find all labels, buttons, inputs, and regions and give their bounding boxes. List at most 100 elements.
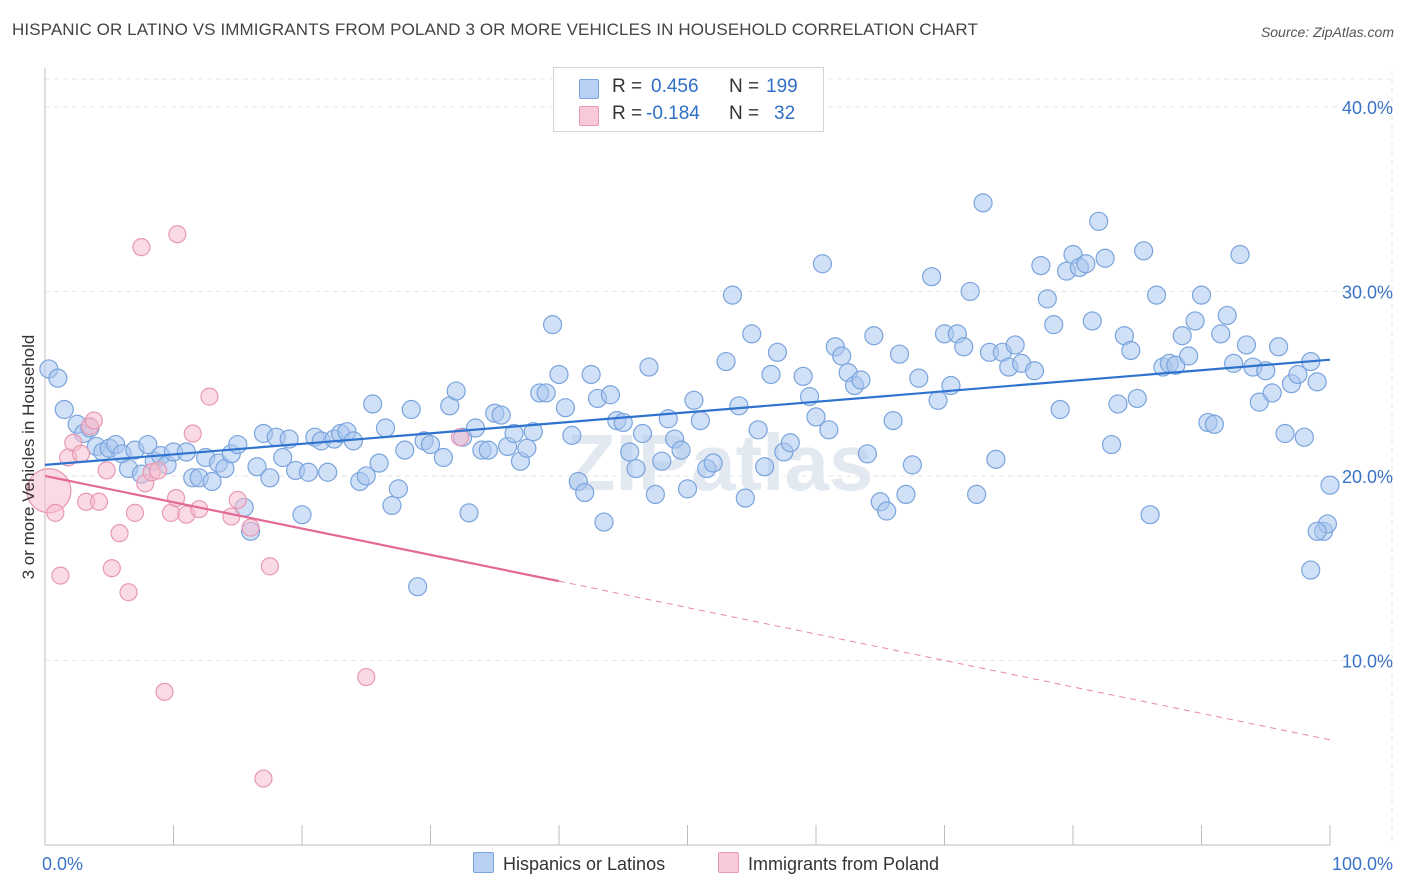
- data-point: [491, 405, 511, 425]
- data-point: [1185, 311, 1205, 331]
- data-point: [761, 364, 781, 385]
- data-point: [478, 440, 498, 460]
- data-point: [812, 254, 833, 274]
- source-label: Source: ZipAtlas.com: [1260, 24, 1394, 40]
- data-point: [909, 368, 929, 388]
- data-point: [125, 503, 145, 522]
- data-point: [241, 518, 260, 537]
- data-point: [1320, 475, 1340, 495]
- data-point: [722, 285, 743, 305]
- data-point: [97, 461, 116, 480]
- data-point: [363, 394, 383, 414]
- data-point: [183, 424, 202, 443]
- data-point: [1089, 211, 1109, 231]
- r-value: 0.456: [651, 76, 699, 97]
- data-point: [401, 399, 421, 420]
- data-point: [851, 370, 871, 390]
- data-point: [260, 557, 279, 576]
- data-point: [536, 383, 556, 403]
- data-point: [102, 559, 121, 578]
- data-point: [1044, 315, 1064, 335]
- data-point: [1031, 255, 1051, 276]
- data-point: [54, 399, 74, 420]
- data-point: [48, 368, 68, 388]
- data-point: [960, 281, 980, 302]
- data-point: [357, 667, 376, 687]
- y-tick-label: 30.0%: [1342, 282, 1393, 302]
- series-hispanics-points: [39, 193, 1340, 597]
- data-point: [748, 420, 768, 440]
- data-point: [594, 512, 614, 532]
- legend-item-hispanics: Hispanics or Latinos: [473, 852, 665, 875]
- y-tick-label: 40.0%: [1342, 98, 1393, 118]
- data-point: [433, 447, 453, 468]
- data-point: [273, 447, 293, 468]
- data-point: [671, 440, 691, 460]
- data-point: [155, 682, 174, 701]
- data-point: [465, 418, 486, 438]
- data-point: [632, 423, 653, 444]
- data-point: [1224, 353, 1244, 373]
- data-point: [84, 411, 103, 430]
- data-point: [202, 471, 222, 492]
- y-tick-label: 10.0%: [1342, 651, 1393, 671]
- data-point: [716, 351, 736, 372]
- data-point: [652, 451, 672, 471]
- data-point: [954, 337, 974, 357]
- data-point: [1236, 335, 1257, 355]
- data-point: [1307, 521, 1327, 541]
- data-point: [684, 390, 704, 410]
- data-point: [1230, 244, 1250, 265]
- data-point: [1146, 285, 1167, 305]
- data-point: [375, 418, 396, 438]
- legend-label: Hispanics or Latinos: [503, 854, 666, 874]
- data-point: [1307, 372, 1327, 392]
- trend-line-poland-extension: [558, 580, 1331, 741]
- data-point: [986, 449, 1006, 469]
- data-point: [690, 410, 710, 431]
- data-point: [420, 434, 441, 455]
- data-point: [1050, 399, 1070, 420]
- stats-legend: R = 0.456 N = 199 R = -0.184 N = 32: [553, 67, 824, 132]
- data-point: [318, 462, 338, 482]
- data-point: [1140, 505, 1160, 525]
- data-point: [46, 503, 65, 522]
- legend-row-hispanics: R = 0.456 N = 199: [554, 74, 823, 102]
- data-point: [356, 466, 376, 486]
- data-point: [1082, 311, 1102, 331]
- r-value: -0.184: [646, 103, 700, 124]
- data-point: [703, 453, 723, 473]
- data-point: [51, 566, 70, 585]
- data-point: [1217, 305, 1237, 326]
- data-point: [89, 492, 109, 511]
- data-point: [298, 462, 319, 482]
- data-point: [922, 267, 942, 287]
- data-point: [388, 479, 408, 499]
- legend-label: Immigrants from Poland: [748, 854, 940, 874]
- data-point: [742, 324, 762, 344]
- data-point: [1301, 560, 1321, 580]
- data-point: [832, 346, 852, 366]
- legend-item-poland: Immigrants from Poland: [718, 852, 939, 875]
- data-point: [446, 381, 466, 401]
- data-point: [735, 488, 755, 508]
- axes: [44, 68, 1331, 846]
- gridlines: [45, 70, 1393, 845]
- trend-line-hispanics: [44, 358, 1331, 466]
- data-point: [806, 407, 826, 427]
- data-point: [1268, 337, 1289, 357]
- data-point: [382, 495, 402, 516]
- data-point: [581, 364, 601, 385]
- data-point: [896, 484, 916, 505]
- data-point: [767, 342, 788, 362]
- data-point: [517, 438, 537, 458]
- data-point: [542, 315, 563, 335]
- pink-swatch: [579, 106, 599, 126]
- x-tick-label: 100.0%: [1332, 854, 1393, 874]
- data-point: [1127, 388, 1147, 409]
- data-point: [754, 457, 775, 477]
- data-point: [1294, 427, 1314, 447]
- data-point: [780, 433, 800, 453]
- data-point: [889, 344, 910, 364]
